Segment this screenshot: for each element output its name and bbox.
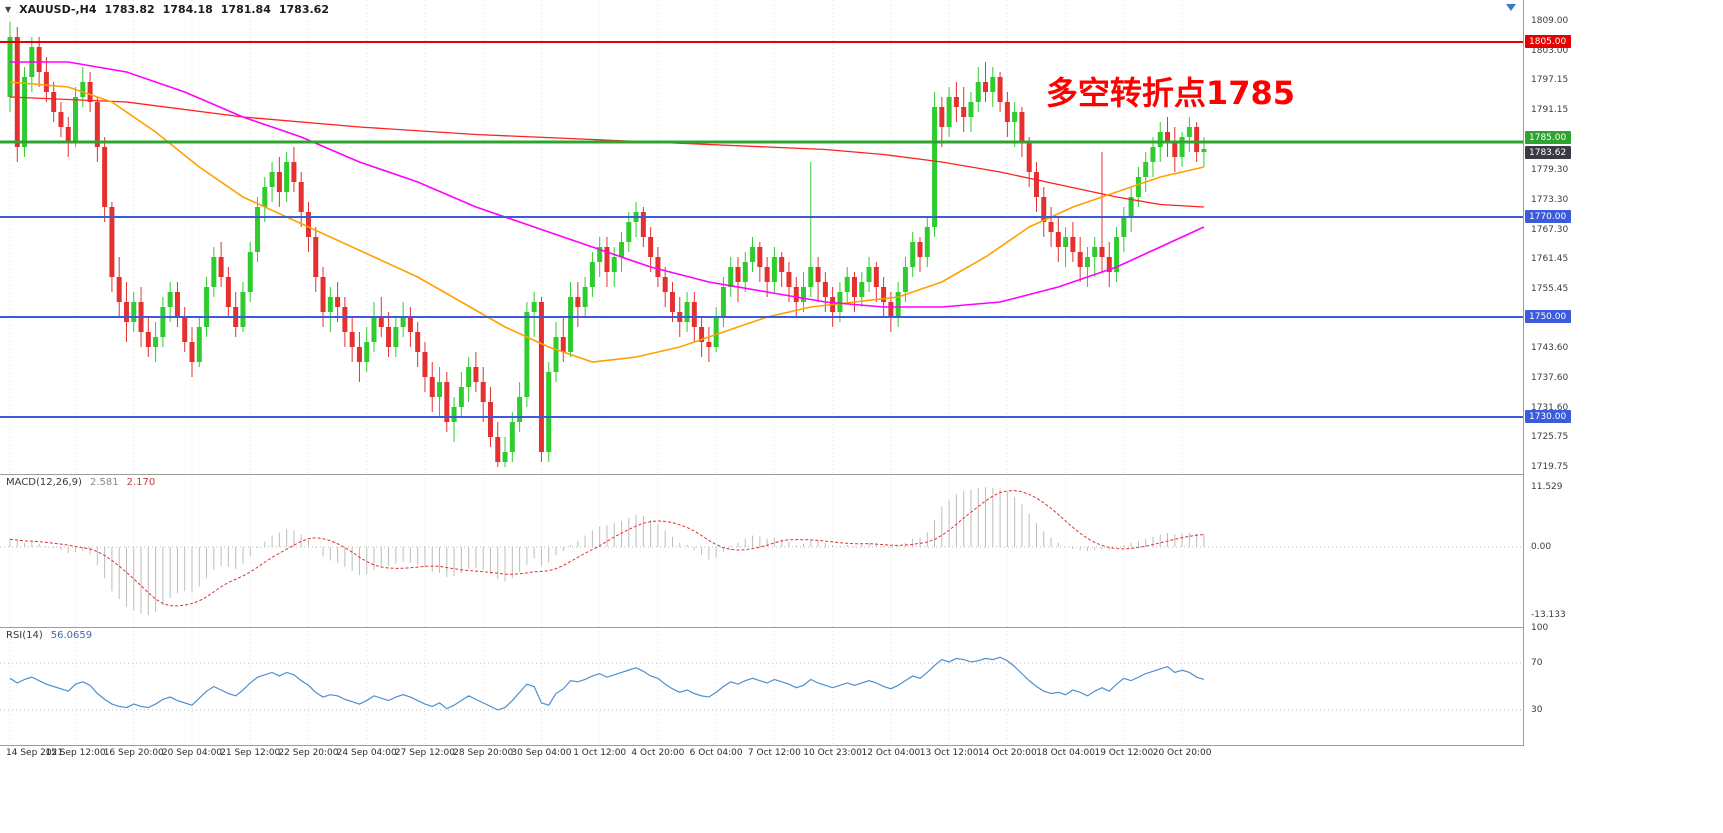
time-axis-label: 28 Sep 20:00 <box>453 748 514 758</box>
panel-separator[interactable] <box>0 474 1523 475</box>
rsi-value: 56.0659 <box>50 630 93 641</box>
rsi-axis-label: 30 <box>1531 704 1543 715</box>
macd-canvas[interactable] <box>0 474 1523 627</box>
price-axis-badge: 1805.00 <box>1525 35 1572 48</box>
symbol-timeframe-label: XAUUSD-,H4 <box>19 3 97 16</box>
macd-axis-label: 11.529 <box>1531 482 1563 493</box>
time-axis-label: 27 Sep 12:00 <box>394 748 455 758</box>
rsi-axis-label: 70 <box>1531 658 1543 669</box>
macd-indicator-panel[interactable]: MACD(12,26,9) 2.581 2.170 <box>0 474 1523 627</box>
time-axis-label: 13 Oct 12:00 <box>919 748 979 758</box>
time-axis-label: 12 Oct 04:00 <box>861 748 921 758</box>
time-axis-label: 1 Oct 12:00 <box>573 748 627 758</box>
price-axis-label: 1737.60 <box>1531 373 1569 383</box>
chart-annotation-text[interactable]: 多空转折点1785 <box>1045 74 1295 112</box>
price-axis-label: 1797.15 <box>1531 75 1569 86</box>
macd-axis-label: -13.133 <box>1531 610 1566 621</box>
time-axis-label: 24 Sep 04:00 <box>336 748 397 758</box>
symbol-dropdown-icon[interactable]: ▼ <box>5 5 12 14</box>
panel-separator <box>0 745 1523 746</box>
time-axis-label: 4 Oct 20:00 <box>631 748 685 758</box>
price-chart-panel[interactable]: ▼ XAUUSD-,H4 1783.82 1784.18 1781.84 178… <box>0 0 1523 474</box>
ohlc-low: 1781.84 <box>220 3 271 16</box>
rsi-canvas[interactable] <box>0 627 1523 745</box>
price-axis-badge: 1750.00 <box>1525 310 1572 323</box>
price-axis-label: 1725.75 <box>1531 432 1569 443</box>
price-axis-label: 1755.45 <box>1531 283 1569 294</box>
price-axis-label: 1731.60 <box>1531 403 1569 413</box>
price-axis-label: 1767.30 <box>1531 224 1569 235</box>
rsi-line <box>9 656 1205 711</box>
time-axis-label: 21 Sep 12:00 <box>220 748 281 758</box>
macd-histogram <box>9 487 1205 616</box>
chart-shift-marker-icon[interactable] <box>1506 4 1516 11</box>
macd-axis-label: 0.00 <box>1531 542 1552 552</box>
rsi-axis-label: 100 <box>1531 623 1549 633</box>
macd-main-value: 2.581 <box>89 477 119 488</box>
price-axis-badge: 1785.00 <box>1525 131 1572 144</box>
time-axis-label: 10 Oct 23:00 <box>803 748 862 758</box>
time-axis-label: 14 Sep 2021 <box>6 748 64 758</box>
price-axis-badge: 1730.00 <box>1525 410 1572 423</box>
price-axis-label: 1779.30 <box>1531 164 1569 175</box>
ohlc-open: 1783.82 <box>104 3 155 16</box>
time-axis-label: 30 Sep 04:00 <box>511 748 572 758</box>
price-axis[interactable]: 1809.00 1803.00 1797.15 1791.15 1779.30 1773.… <box>1523 0 1723 765</box>
ma-line-orange <box>9 81 1205 363</box>
price-axis-label: 1773.30 <box>1531 194 1569 205</box>
macd-signal-value: 2.170 <box>126 477 156 488</box>
time-axis[interactable]: 14 Sep 2021 15 Sep 12:00 16 Sep 20:00 20 Se… <box>0 746 1523 764</box>
price-gridlines <box>9 0 1183 474</box>
chart-header: ▼ XAUUSD-,H4 1783.82 1784.18 1781.84 178… <box>5 3 329 16</box>
time-axis-label: 7 Oct 12:00 <box>747 748 801 758</box>
price-axis-separator <box>1523 0 1524 746</box>
candlestick-series <box>7 22 1207 467</box>
time-axis-label: 19 Oct 12:00 <box>1094 748 1154 758</box>
ma-line-magenta <box>10 61 1205 308</box>
rsi-indicator-panel[interactable]: RSI(14) 56.0659 <box>0 627 1523 745</box>
time-axis-label: 15 Sep 12:00 <box>45 748 106 758</box>
time-axis-label: 14 Oct 20:00 <box>978 748 1037 758</box>
price-axis-label: 1719.75 <box>1531 462 1569 473</box>
price-axis-label: 1791.15 <box>1531 105 1569 116</box>
macd-name: MACD(12,26,9) <box>6 477 82 488</box>
price-axis-label: 1761.45 <box>1531 253 1569 264</box>
time-axis-label: 22 Sep 20:00 <box>278 748 339 758</box>
price-axis-badge: 1770.00 <box>1525 210 1572 223</box>
time-axis-label: 6 Oct 04:00 <box>689 748 743 758</box>
ohlc-close: 1783.62 <box>278 3 329 16</box>
price-chart-canvas[interactable] <box>0 0 1523 474</box>
ma-line-red <box>9 96 1204 208</box>
price-axis-badge: 1783.62 <box>1525 145 1572 159</box>
macd-signal-line <box>9 490 1204 607</box>
time-axis-label: 18 Oct 04:00 <box>1036 748 1095 758</box>
price-axis-label: 1743.60 <box>1531 343 1569 353</box>
time-axis-label: 20 Sep 04:00 <box>161 748 223 758</box>
price-axis-label: 1803.00 <box>1531 46 1569 56</box>
rsi-name: RSI(14) <box>6 630 43 641</box>
ohlc-high: 1784.18 <box>162 3 213 16</box>
time-axis-label: 16 Sep 20:00 <box>103 748 164 758</box>
horizontal-level-lines[interactable] <box>0 41 1523 418</box>
rsi-gridlines <box>9 627 1183 745</box>
rsi-label: RSI(14) 56.0659 <box>6 630 92 641</box>
panel-separator[interactable] <box>0 627 1523 628</box>
time-axis-label: 20 Oct 20:00 <box>1152 748 1212 758</box>
macd-label: MACD(12,26,9) 2.581 2.170 <box>6 477 155 488</box>
price-axis-label: 1809.00 <box>1531 16 1569 26</box>
macd-gridlines <box>9 474 1183 627</box>
